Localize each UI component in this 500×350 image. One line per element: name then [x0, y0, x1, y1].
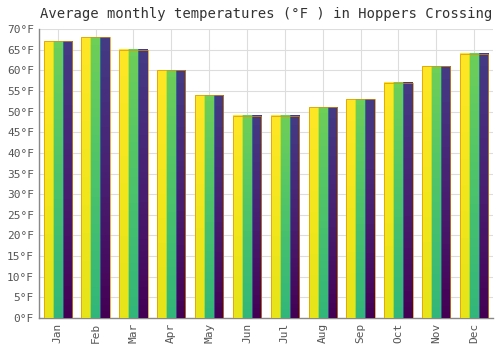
Bar	[233, 116, 261, 318]
Bar	[82, 37, 110, 318]
Bar	[157, 70, 186, 318]
Bar	[270, 116, 299, 318]
Bar	[308, 107, 337, 318]
Bar	[44, 41, 72, 318]
Bar	[119, 50, 148, 318]
Bar	[346, 99, 375, 318]
Bar	[195, 95, 224, 318]
Title: Average monthly temperatures (°F ) in Hoppers Crossing: Average monthly temperatures (°F ) in Ho…	[40, 7, 492, 21]
Bar	[460, 54, 488, 318]
Bar	[422, 66, 450, 318]
Bar	[384, 83, 412, 318]
